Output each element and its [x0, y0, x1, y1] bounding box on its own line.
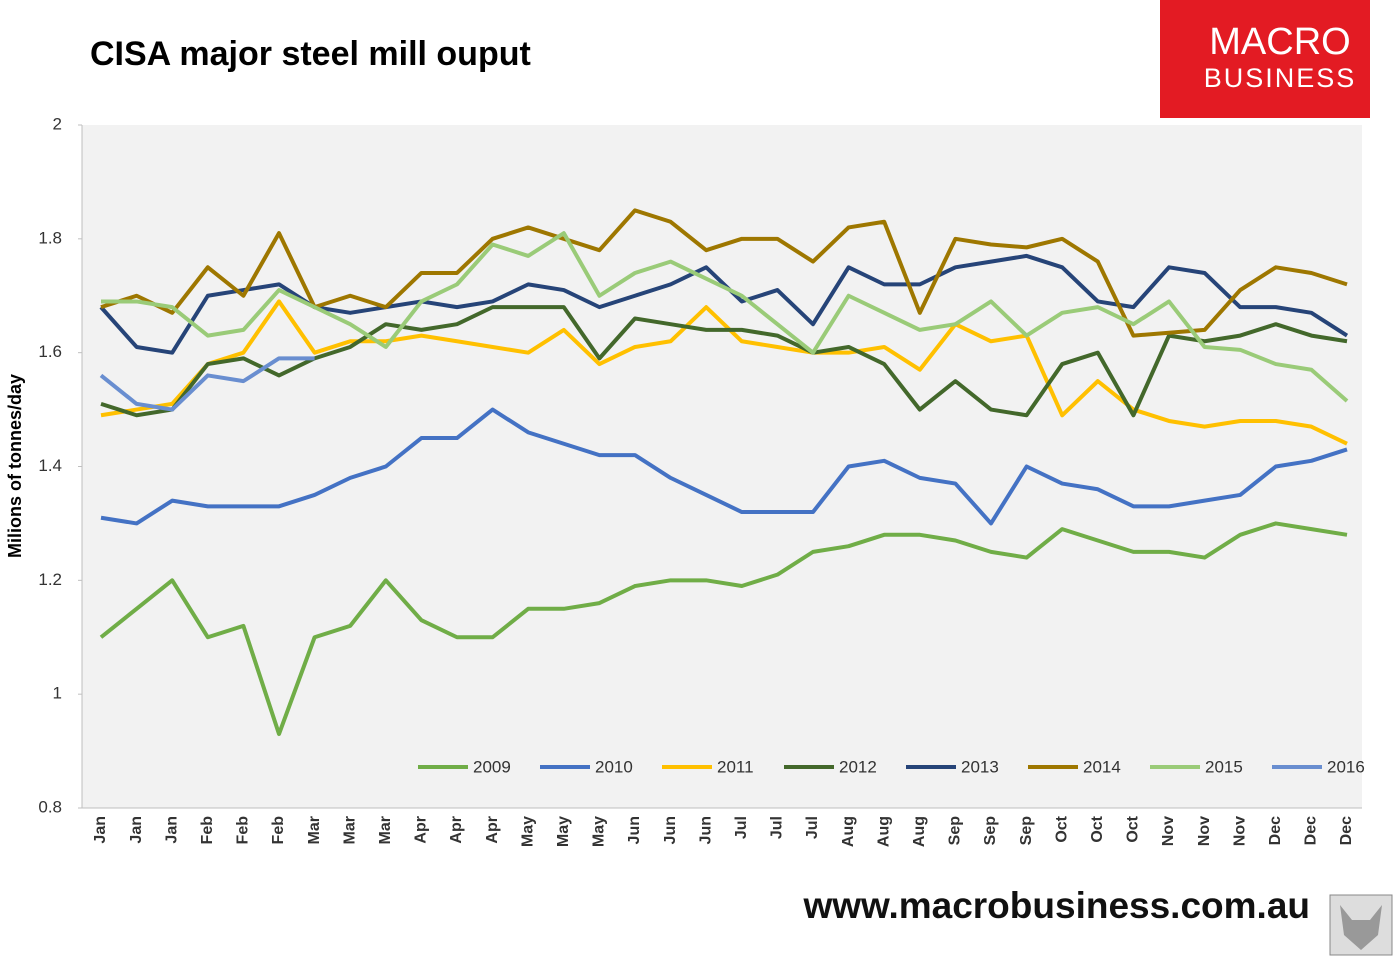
x-tick-label: Jan [92, 816, 109, 844]
x-tick-label: Mar [341, 816, 358, 844]
x-tick-label: Feb [235, 816, 252, 845]
x-tick-label: Jan [128, 816, 145, 844]
legend-label: 2015 [1205, 757, 1243, 776]
x-tick-label: Jan [163, 816, 180, 844]
x-tick-label: Apr [484, 816, 501, 844]
series-line [99, 356, 315, 412]
x-tick-label: Apr [413, 816, 430, 844]
legend-label: 2016 [1327, 757, 1365, 776]
y-tick-label: 1 [53, 684, 62, 703]
x-tick-label: Jun [662, 816, 679, 844]
x-tick-label: Sep [982, 816, 999, 846]
x-tick-label: Mar [306, 816, 323, 844]
legend-label: 2012 [839, 757, 877, 776]
x-tick-label: Apr [448, 816, 465, 844]
legend-label: 2014 [1083, 757, 1121, 776]
series-line [100, 299, 1348, 446]
legend-label: 2010 [595, 757, 633, 776]
x-tick-label: Aug [840, 816, 857, 847]
y-axis-label: Milions of tonnes/day [5, 374, 25, 558]
x-tick-label: Feb [270, 816, 287, 845]
x-tick-label: Dec [1267, 816, 1284, 845]
x-tick-label: May [555, 816, 572, 847]
y-tick-label: 0.8 [38, 797, 62, 816]
x-tick-label: Nov [1160, 816, 1177, 846]
x-tick-label: Dec [1338, 816, 1355, 845]
plot-area [82, 125, 1362, 808]
series-line [100, 305, 1348, 418]
legend-label: 2009 [473, 757, 511, 776]
x-tick-label: Feb [199, 816, 216, 845]
logo-box [1160, 0, 1370, 118]
y-tick-label: 1.8 [38, 228, 62, 247]
series-line [99, 521, 1348, 737]
x-tick-label: Oct [1089, 815, 1106, 842]
x-tick-label: Jul [804, 816, 821, 839]
x-tick-label: Nov [1231, 816, 1248, 846]
x-tick-label: Dec [1303, 816, 1320, 845]
x-tick-label: Oct [1053, 815, 1070, 842]
x-tick-label: Aug [875, 816, 892, 847]
logo-text: MACRO [1209, 21, 1350, 63]
x-tick-label: Jul [769, 816, 786, 839]
series-line [100, 208, 1348, 338]
series-line [101, 231, 1349, 403]
legend-label: 2013 [961, 757, 999, 776]
x-tick-label: Mar [377, 816, 394, 844]
x-tick-label: Nov [1196, 816, 1213, 846]
x-tick-label: Sep [1018, 816, 1035, 846]
y-tick-label: 2 [53, 114, 62, 133]
x-tick-label: Jun [626, 816, 643, 844]
x-tick-label: May [519, 816, 536, 847]
legend-label: 2011 [717, 757, 754, 776]
chart-title: CISA major steel mill ouput [90, 35, 531, 73]
y-tick-label: 1.6 [38, 342, 62, 361]
series-line [100, 407, 1348, 526]
fox-icon-shape [1340, 905, 1382, 950]
x-tick-label: May [591, 816, 608, 847]
x-tick-label: Aug [911, 816, 928, 847]
x-tick-label: Jun [697, 816, 714, 844]
footer-url: www.macrobusiness.com.au [802, 885, 1310, 926]
logo-text: BUSINESS [1204, 63, 1357, 93]
x-tick-label: Oct [1125, 815, 1142, 842]
x-tick-label: Sep [947, 816, 964, 846]
y-tick-label: 1.2 [38, 570, 62, 589]
y-tick-label: 1.4 [38, 456, 62, 475]
x-tick-label: Jul [733, 816, 750, 839]
